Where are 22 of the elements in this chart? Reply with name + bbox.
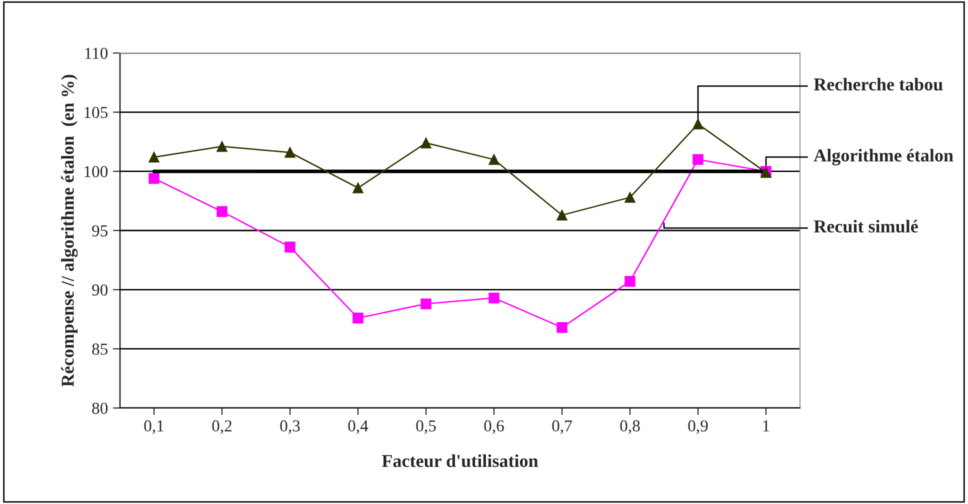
y-tick-label: 85 bbox=[92, 344, 108, 355]
x-tick-label: 0,5 bbox=[416, 420, 436, 434]
x-axis-title: Facteur d'utilisation bbox=[382, 454, 538, 468]
x-tick-label: 0,3 bbox=[280, 420, 300, 434]
x-tick-label: 0,9 bbox=[688, 420, 708, 434]
x-tick-label: 0,6 bbox=[484, 420, 504, 434]
y-tick-label: 95 bbox=[92, 225, 108, 236]
x-tick-label: 0,8 bbox=[620, 420, 640, 434]
y-tick-label: 100 bbox=[84, 166, 108, 178]
y-tick-label: 110 bbox=[85, 48, 108, 59]
x-tick-label: 0,4 bbox=[348, 420, 368, 434]
x-tick-label: 1 bbox=[763, 420, 770, 432]
legend-label: Algorithme étalon bbox=[814, 148, 954, 166]
text: Recuit simulé bbox=[814, 220, 918, 233]
x-tick-label: 0,7 bbox=[552, 420, 572, 434]
x-tick-label: 0,1 bbox=[144, 420, 164, 434]
y-tick-label: 90 bbox=[92, 284, 108, 296]
y-tick-label: 80 bbox=[92, 402, 108, 414]
text: Recherche tabou bbox=[814, 78, 943, 91]
x-tick-label: 0,2 bbox=[212, 420, 232, 434]
y-axis-title: Récompense // algorithme étalon (en %) bbox=[61, 74, 78, 387]
y-tick-label: 105 bbox=[84, 106, 108, 118]
